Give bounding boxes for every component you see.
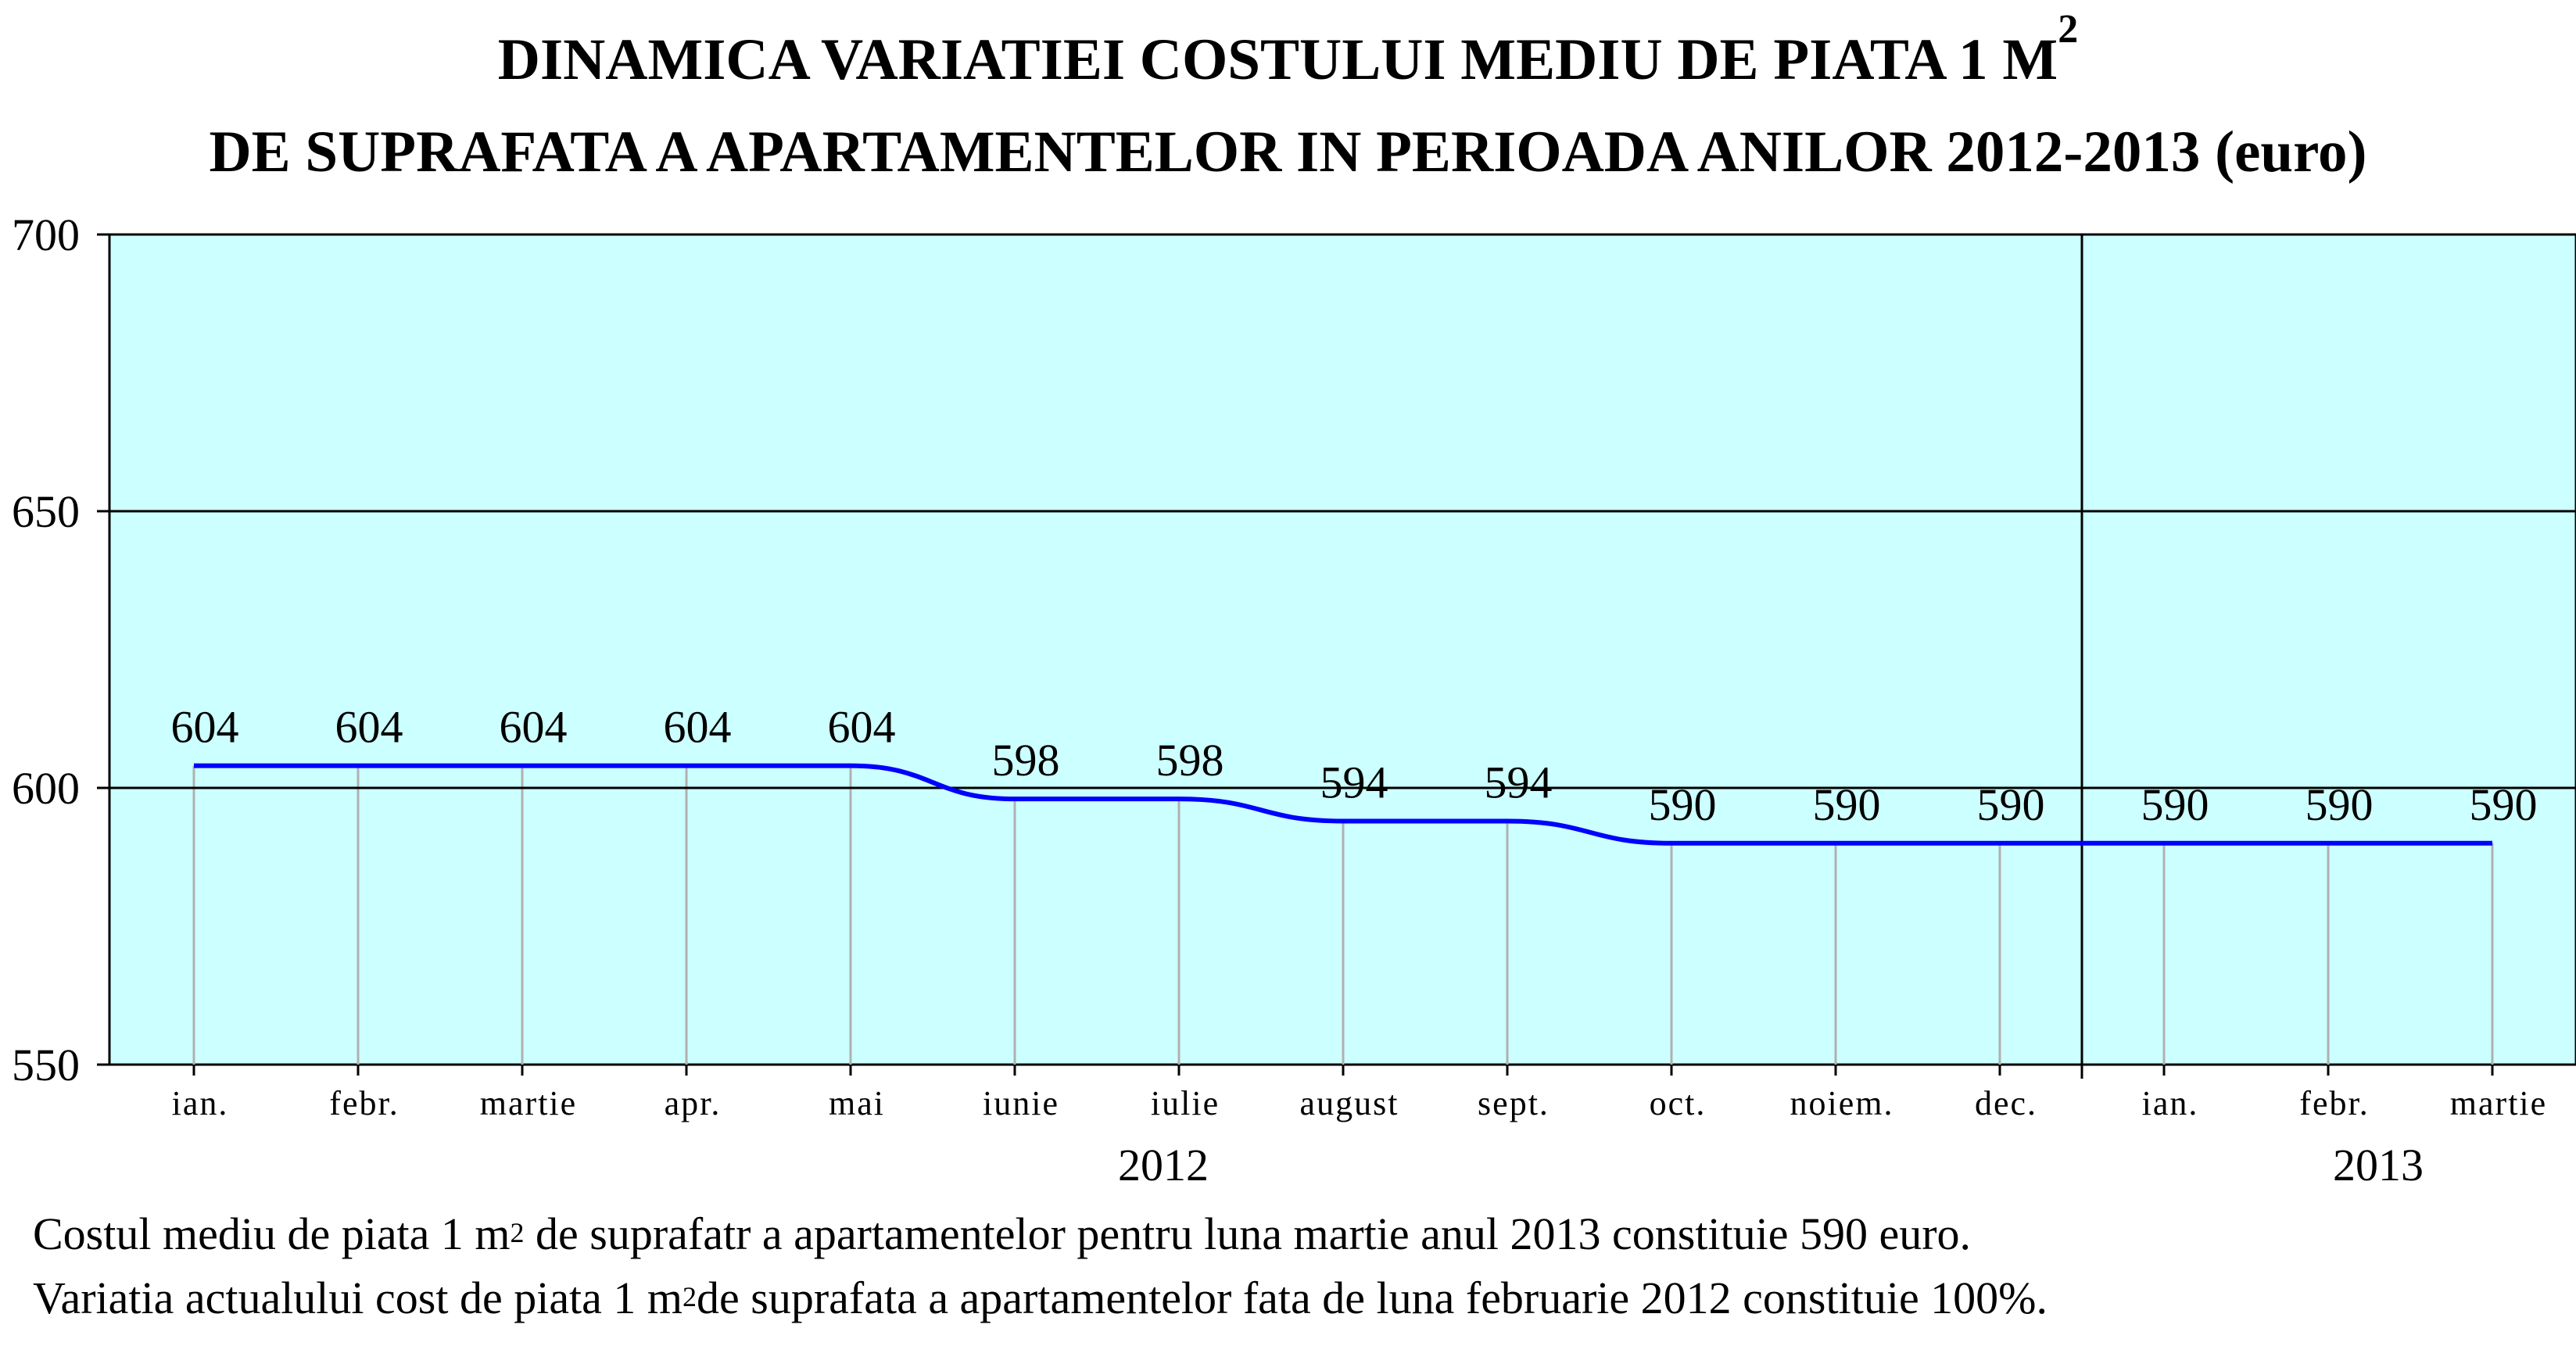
title-line-2-text: DE SUPRAFATA A APARTAMENTELOR IN PERIOAD… [209, 120, 2201, 184]
drop-lines [192, 765, 2494, 1065]
footnote-cost-text: Costul mediu de piata 1 m [33, 1208, 511, 1259]
data-label: 604 [828, 702, 896, 753]
x-axis: ian. febr. martie apr. mai iunie iulie august se… [172, 1065, 2547, 1122]
year-label: 2013 [2333, 1140, 2424, 1190]
y-tick-label: 550 [12, 1040, 80, 1090]
data-label: 590 [2306, 779, 2374, 830]
title-superscript: 2 [2058, 7, 2079, 52]
data-label: 604 [500, 702, 568, 753]
footnotes: Costul mediu de piata 1 m2 de suprafatr … [33, 1202, 2048, 1330]
data-label: 590 [1813, 779, 1881, 830]
title-unit: (euro) [2215, 120, 2367, 184]
data-label: 590 [1977, 779, 2045, 830]
x-tick-label: iunie [983, 1084, 1059, 1122]
footnote-cost-superscript: 2 [510, 1217, 525, 1248]
x-tick-label: august [1300, 1084, 1399, 1122]
x-tick-label: febr. [329, 1084, 399, 1122]
series-line [193, 763, 2492, 846]
title-line-1-text: DINAMICA VARIATIEI COSTULUI MEDIU DE PIA… [497, 27, 2058, 92]
chart-title-line-2: DE SUPRAFATA A APARTAMENTELOR IN PERIOAD… [0, 106, 2576, 199]
x-tick-label: martie [480, 1084, 577, 1122]
chart-title-line-1: DINAMICA VARIATIEI COSTULUI MEDIU DE PIA… [0, 9, 2576, 106]
data-label: 590 [2141, 779, 2209, 830]
y-tick-label: 600 [12, 763, 80, 814]
x-tick-label: sept. [1478, 1084, 1550, 1122]
footnote-cost: Costul mediu de piata 1 m2 de suprafatr … [33, 1202, 2048, 1266]
footnote-variation: Variatia actualului cost de piata 1 m2de… [33, 1266, 2048, 1330]
data-label: 594 [1320, 757, 1388, 807]
data-label: 590 [1649, 779, 1717, 830]
x-tick-label: dec. [1975, 1084, 2037, 1122]
data-label: 598 [1156, 735, 1224, 786]
footnote-variation-superscript: 2 [683, 1281, 697, 1312]
x-tick-label: iulie [1151, 1084, 1220, 1122]
year-label: 2012 [1118, 1140, 1209, 1190]
y-axis: 550 600 650 700 [12, 209, 109, 1090]
x-tick-label: oct. [1650, 1084, 1707, 1122]
footnote-cost-text-end: de suprafatr a apartamentelor pentru lun… [524, 1208, 1972, 1259]
data-label: 590 [2470, 779, 2538, 830]
x-tick-label: mai [829, 1084, 885, 1122]
x-tick-label: ian. [172, 1084, 229, 1122]
x-tick-label: febr. [2299, 1084, 2369, 1122]
x-tick-label: martie [2450, 1084, 2547, 1122]
chart-title: DINAMICA VARIATIEI COSTULUI MEDIU DE PIA… [0, 9, 2576, 199]
y-tick-label: 650 [12, 486, 80, 537]
data-label: 604 [335, 702, 403, 753]
footnote-variation-text: Variatia actualului cost de piata 1 m [33, 1273, 683, 1323]
grid-lines [109, 510, 2576, 789]
x-tick-label: apr. [665, 1084, 722, 1122]
x-tick-label: ian. [2142, 1084, 2199, 1122]
x-tick-label: noiem. [1790, 1084, 1894, 1122]
data-label: 604 [171, 702, 239, 753]
data-labels: 604 604 604 604 604 598 598 594 594 590 590 590 590 5… [171, 702, 2538, 830]
data-label: 594 [1485, 757, 1553, 807]
data-label: 598 [992, 735, 1060, 786]
data-label: 604 [664, 702, 732, 753]
year-labels: 2012 2013 [1118, 1140, 2424, 1190]
footnote-variation-text-end: de suprafata a apartamentelor fata de lu… [697, 1273, 2048, 1323]
y-tick-label: 700 [12, 209, 80, 260]
